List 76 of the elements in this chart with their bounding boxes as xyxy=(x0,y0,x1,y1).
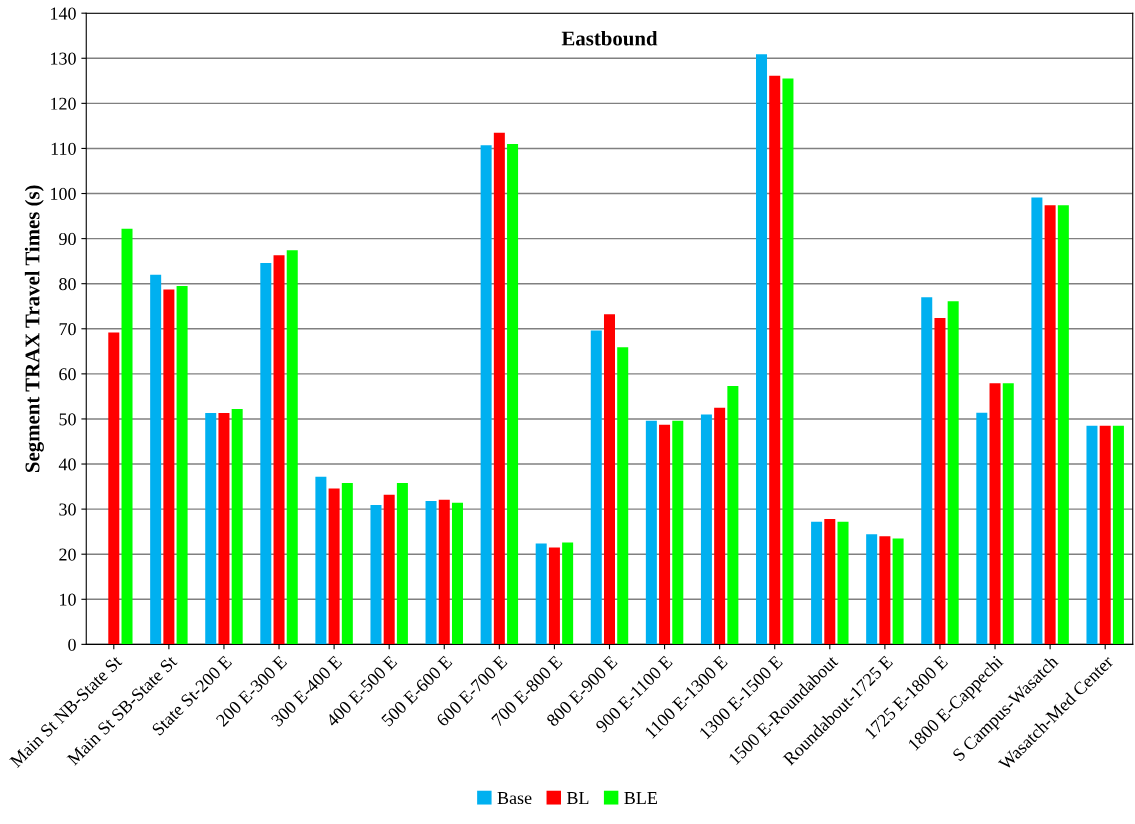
bar xyxy=(769,75,781,645)
bar xyxy=(286,250,298,645)
bar xyxy=(782,78,794,645)
y-tick-label: 20 xyxy=(59,548,76,561)
bar xyxy=(727,386,739,645)
y-tick-label: 30 xyxy=(59,503,76,516)
bar xyxy=(425,501,437,645)
bar xyxy=(659,424,671,645)
bar xyxy=(451,502,463,645)
bar xyxy=(1086,425,1098,645)
bar xyxy=(1002,383,1014,645)
y-tick-label: 70 xyxy=(59,323,76,336)
bar xyxy=(1099,425,1111,645)
bar xyxy=(879,536,891,645)
y-tick-label: 60 xyxy=(59,368,76,381)
bar xyxy=(231,409,243,645)
bar xyxy=(341,482,353,645)
text: Eastbound xyxy=(561,30,658,46)
y-tick-label: 120 xyxy=(51,97,76,110)
bar xyxy=(590,330,602,645)
y-tick-label: 40 xyxy=(58,458,76,471)
legend-label: BL xyxy=(566,792,589,804)
bar xyxy=(507,143,519,645)
bar xyxy=(976,412,988,645)
bar xyxy=(811,521,823,645)
y-tick-label: 80 xyxy=(59,277,76,291)
bar xyxy=(989,383,1001,645)
bar xyxy=(218,413,230,645)
bar xyxy=(562,542,574,645)
bar xyxy=(1031,197,1043,645)
bar xyxy=(535,543,547,645)
bar xyxy=(714,407,726,645)
bar xyxy=(260,262,272,645)
bar xyxy=(1044,205,1056,645)
bar xyxy=(1112,425,1124,645)
bar xyxy=(947,301,959,645)
bar xyxy=(480,145,492,645)
bar xyxy=(603,314,615,645)
bar xyxy=(756,54,768,645)
bar xyxy=(273,255,285,645)
legend-label: Base xyxy=(497,792,532,805)
y-tick-label: 90 xyxy=(59,232,76,246)
bar xyxy=(315,476,327,645)
y-tick-label: 140 xyxy=(51,7,76,20)
bar xyxy=(163,289,175,645)
bar xyxy=(824,519,836,645)
bar xyxy=(205,413,217,645)
bar xyxy=(370,505,382,645)
y-axis-title: Segment TRAX Travel Times (s) xyxy=(24,185,44,472)
bar xyxy=(700,414,712,645)
bar xyxy=(617,347,629,645)
bar xyxy=(383,494,395,645)
bar xyxy=(1057,205,1069,645)
bar xyxy=(548,547,560,645)
y-tick-label: 100 xyxy=(51,187,76,200)
bar xyxy=(176,285,188,645)
bar xyxy=(328,488,340,645)
bar xyxy=(921,297,933,645)
bar xyxy=(892,538,904,645)
bar xyxy=(645,420,657,645)
bar xyxy=(396,482,408,645)
bar xyxy=(108,332,120,645)
y-tick-label: 0 xyxy=(68,638,76,651)
bar xyxy=(866,534,878,645)
bar xyxy=(150,274,162,645)
legend-label: BLE xyxy=(624,792,657,804)
bar xyxy=(121,228,133,645)
y-tick-label: 110 xyxy=(51,142,76,155)
bar xyxy=(672,420,684,645)
bar xyxy=(493,132,505,645)
bar xyxy=(438,499,450,645)
y-tick-label: 130 xyxy=(51,52,76,65)
bar xyxy=(934,317,946,645)
bar xyxy=(837,521,849,645)
y-tick-label: 50 xyxy=(59,413,76,426)
y-tick-label: 10 xyxy=(60,593,76,606)
